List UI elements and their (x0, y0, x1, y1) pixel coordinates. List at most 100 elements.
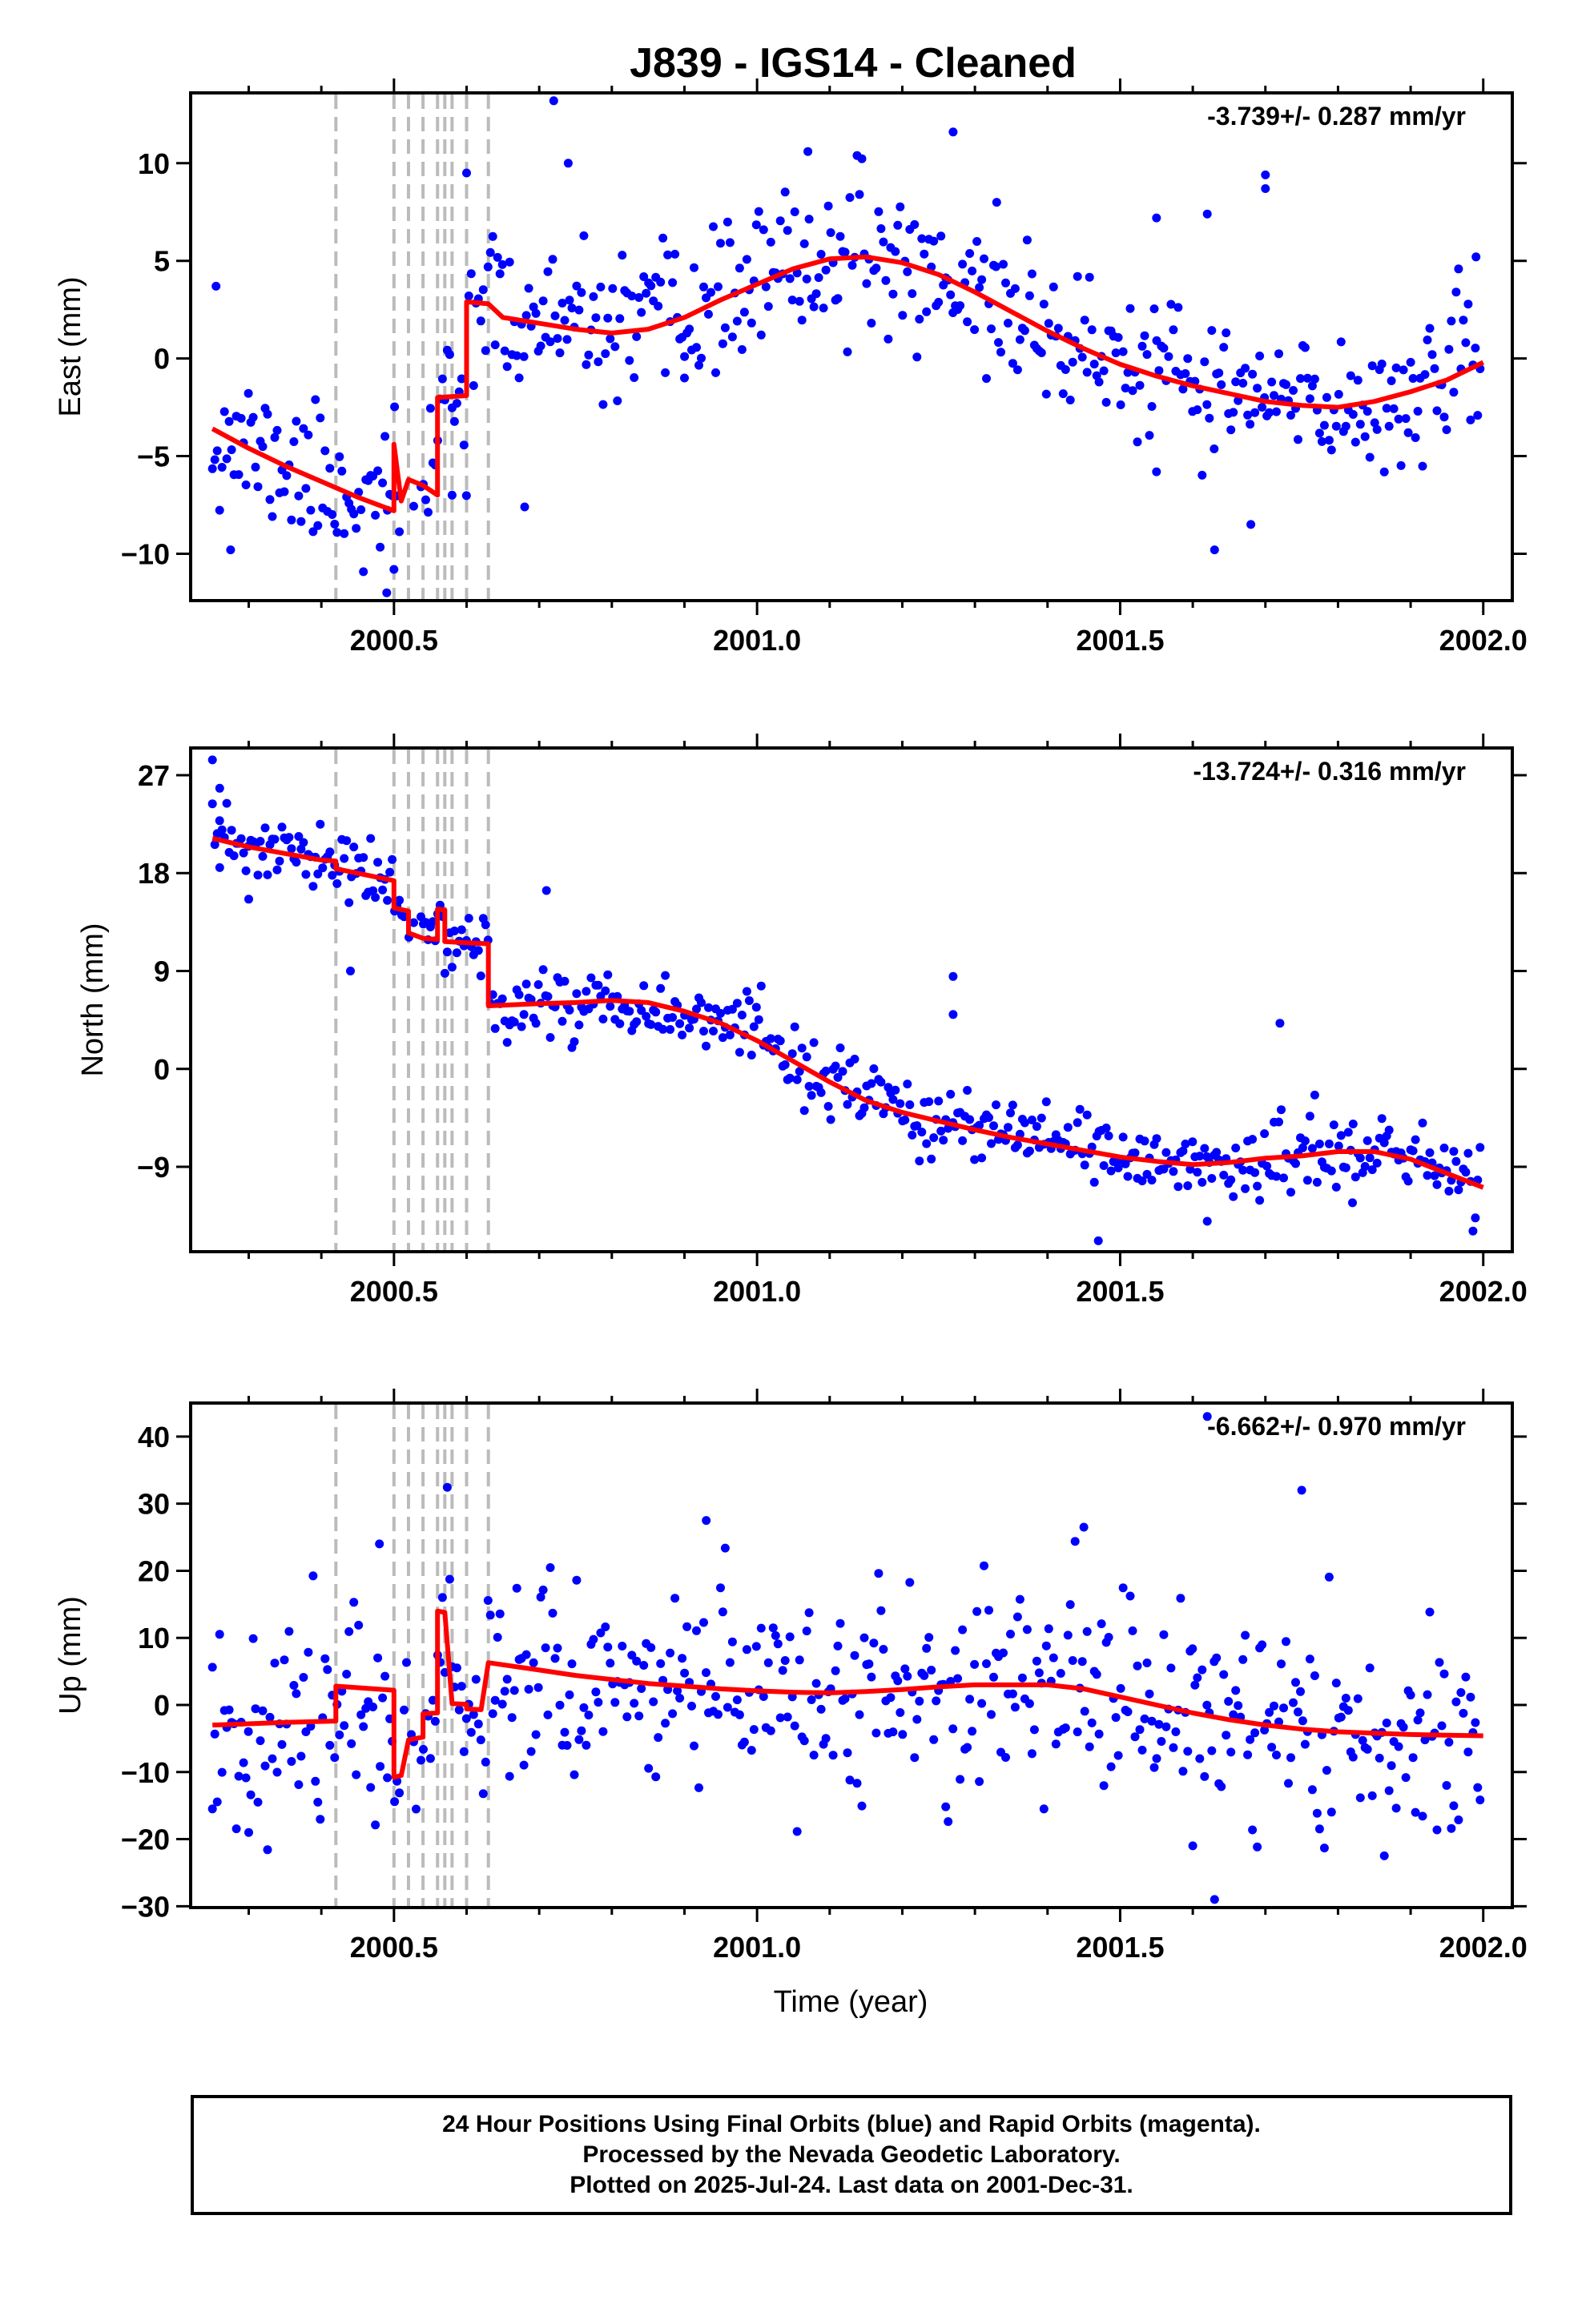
y-tick-label: 9 (154, 955, 170, 987)
data-point (1231, 1686, 1241, 1695)
data-point (714, 1710, 723, 1719)
data-point (802, 274, 811, 283)
data-point (272, 425, 282, 435)
data-point (1012, 365, 1022, 375)
data-point (1118, 1132, 1128, 1142)
data-point (821, 265, 831, 275)
data-point (608, 283, 618, 293)
data-point (987, 324, 996, 334)
data-point (763, 1658, 773, 1667)
data-point (802, 1626, 811, 1636)
data-point (1087, 1718, 1097, 1727)
data-point (1243, 410, 1253, 420)
data-point (1319, 420, 1329, 430)
data-point (366, 1783, 376, 1792)
data-point (864, 1659, 874, 1669)
data-point (239, 1758, 248, 1767)
data-point (509, 1686, 519, 1695)
data-point (1334, 1141, 1343, 1151)
data-point (838, 1067, 847, 1076)
data-point (292, 1689, 301, 1699)
data-point (1198, 1177, 1207, 1187)
data-point (1343, 1128, 1353, 1137)
data-point (1198, 470, 1207, 480)
data-point (879, 237, 888, 247)
data-point (1475, 1795, 1485, 1805)
data-point (747, 1746, 756, 1755)
data-point (881, 275, 891, 285)
data-point (382, 588, 392, 597)
data-point (207, 1663, 217, 1672)
data-point (497, 1699, 507, 1709)
data-point (316, 1815, 325, 1824)
data-point (371, 1820, 380, 1830)
y-tick-label: −10 (121, 537, 170, 570)
data-point (905, 1578, 915, 1587)
data-point (497, 994, 507, 1003)
data-point (1087, 325, 1097, 335)
data-point (545, 337, 555, 347)
data-point (215, 505, 224, 515)
data-point (680, 373, 689, 383)
data-point (867, 1672, 876, 1682)
data-point (852, 1779, 862, 1788)
data-point (1341, 421, 1350, 431)
data-point (280, 487, 289, 497)
data-point (1305, 394, 1314, 404)
data-point (1258, 1640, 1267, 1650)
data-point (682, 1622, 692, 1631)
data-point (790, 207, 799, 216)
data-point (627, 292, 637, 301)
data-point (335, 1730, 344, 1739)
data-point (1326, 445, 1336, 455)
data-point (1408, 1753, 1418, 1763)
data-point (936, 231, 946, 241)
data-point (1396, 460, 1406, 470)
data-point (1355, 1153, 1365, 1163)
data-point (512, 351, 521, 360)
data-point (519, 352, 529, 361)
data-point (1355, 420, 1365, 429)
data-point (658, 233, 668, 243)
data-point (948, 1724, 958, 1734)
data-point (244, 388, 253, 398)
data-point (1250, 1168, 1260, 1177)
data-point (1418, 1118, 1427, 1128)
data-point (1363, 1136, 1372, 1145)
data-point (1079, 1522, 1089, 1532)
data-point (320, 446, 330, 456)
data-point (417, 1755, 425, 1765)
data-point (1210, 444, 1219, 453)
data-point (1152, 213, 1161, 223)
data-point (644, 1763, 654, 1773)
data-point (1008, 359, 1017, 368)
data-point (557, 299, 567, 308)
data-point (1305, 1112, 1314, 1121)
data-point (1403, 428, 1413, 437)
data-point (464, 914, 473, 923)
data-point (1085, 1742, 1094, 1751)
data-point (735, 1710, 744, 1719)
data-point (1255, 1196, 1265, 1205)
data-point (502, 362, 512, 372)
data-point (1145, 1689, 1154, 1699)
data-point (702, 1668, 710, 1678)
data-point (678, 1030, 687, 1039)
data-point (594, 1698, 603, 1707)
data-point (1171, 1727, 1181, 1736)
data-point (646, 1642, 656, 1652)
data-point (1022, 235, 1032, 245)
data-point (754, 207, 763, 216)
data-point (507, 1713, 517, 1723)
data-point (751, 1642, 761, 1651)
data-point (867, 319, 876, 328)
data-point (994, 338, 1003, 348)
data-point (210, 840, 219, 850)
data-point (780, 1060, 790, 1069)
data-point (823, 201, 833, 211)
data-point (447, 963, 457, 972)
data-point (1089, 1177, 1099, 1187)
data-point (780, 1656, 790, 1665)
data-point (308, 527, 318, 537)
data-point (1348, 1120, 1358, 1128)
